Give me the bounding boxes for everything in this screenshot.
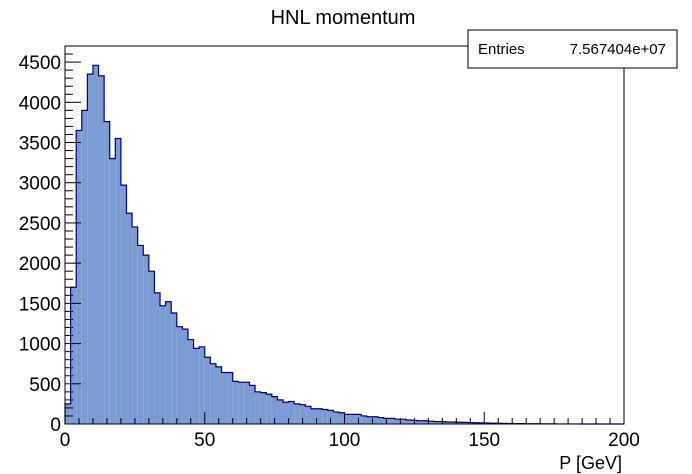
histogram-bin xyxy=(204,357,211,424)
x-axis-title: P [GeV] xyxy=(559,453,622,473)
histogram-bin xyxy=(327,410,334,424)
x-tick-label: 0 xyxy=(60,430,71,451)
y-tick-label: 3000 xyxy=(19,174,61,195)
histogram-bin xyxy=(405,419,412,424)
histogram-bin xyxy=(215,366,222,424)
histogram-bin xyxy=(160,305,166,424)
histogram-bin xyxy=(422,420,429,424)
histogram-bin xyxy=(288,401,295,424)
histogram-bin xyxy=(266,394,272,424)
histogram-bin xyxy=(255,391,261,424)
histogram-bin xyxy=(372,416,379,424)
histogram-bin xyxy=(428,421,434,424)
histogram-bin xyxy=(98,75,105,424)
histogram-bin xyxy=(227,372,233,424)
histogram-bin xyxy=(400,419,406,424)
histogram-bin xyxy=(310,408,317,424)
histogram-bin xyxy=(221,372,228,424)
histogram-bin xyxy=(333,411,339,424)
histogram-outline xyxy=(64,64,624,425)
histogram-bin xyxy=(378,417,384,424)
axis-ticks xyxy=(64,45,625,425)
histogram-bin xyxy=(450,421,457,424)
histogram-bin xyxy=(277,399,284,424)
histogram-bin xyxy=(238,382,244,424)
histogram-bin xyxy=(148,271,155,424)
histogram-bin xyxy=(115,138,121,424)
histogram-bin xyxy=(294,403,300,424)
axis-tick-labels: 0 50 100 150 2000500100015002000250030003500… xyxy=(19,53,640,451)
histogram-bin xyxy=(243,382,250,424)
histogram-bin xyxy=(344,414,351,424)
x-tick-label: 150 xyxy=(468,430,500,451)
x-tick-label: 100 xyxy=(329,430,361,451)
histogram-bin xyxy=(76,130,82,424)
chart-title: HNL momentum xyxy=(271,7,416,29)
stats-box-frame xyxy=(467,29,678,69)
histogram-bin xyxy=(210,363,216,424)
stats-entries-value: 7.567404e+07 xyxy=(570,41,666,58)
histogram-bin xyxy=(182,329,188,424)
histogram-bin xyxy=(143,255,149,424)
histogram-bin xyxy=(70,287,77,424)
histogram-bin xyxy=(417,420,423,424)
histogram-bin xyxy=(350,414,356,424)
stats-box: Entries 7.567404e+07 xyxy=(467,29,678,69)
histogram-bars xyxy=(64,64,624,425)
histogram-bin xyxy=(473,422,479,424)
y-tick-label: 3500 xyxy=(19,134,61,155)
histogram-bin xyxy=(87,74,93,425)
y-tick-label: 4000 xyxy=(19,93,61,114)
histogram-bin xyxy=(316,408,323,424)
histogram-bin xyxy=(193,348,200,424)
histogram-bin xyxy=(120,185,127,424)
y-tick-label: 2000 xyxy=(19,254,61,275)
histogram-bin xyxy=(338,412,345,424)
histogram-bin xyxy=(461,422,468,424)
histogram-bin xyxy=(260,392,267,424)
stats-entries-label: Entries xyxy=(478,41,525,58)
x-tick-label: 200 xyxy=(608,430,640,451)
histogram-bin xyxy=(456,422,462,424)
histogram-bin xyxy=(394,419,401,424)
y-tick-label: 4500 xyxy=(19,53,61,74)
histogram-bin xyxy=(65,403,71,424)
histogram-bin xyxy=(165,301,172,424)
histogram-bin xyxy=(322,409,328,424)
histogram-bin xyxy=(445,421,451,424)
histogram-bin xyxy=(433,421,440,424)
y-tick-label: 1000 xyxy=(19,335,61,356)
histogram-bin xyxy=(389,418,395,424)
histogram-bin xyxy=(104,121,110,424)
y-tick-label: 1500 xyxy=(19,294,61,315)
histogram-bin xyxy=(249,385,256,424)
y-tick-label: 0 xyxy=(50,415,61,436)
histogram-bin xyxy=(132,226,138,424)
histogram-bin xyxy=(366,416,373,424)
histogram-bin xyxy=(232,381,239,424)
histogram-bin xyxy=(154,292,161,424)
histogram-bin xyxy=(361,415,367,424)
histogram-bin xyxy=(271,396,278,424)
histogram-bin xyxy=(176,326,183,424)
histogram-bin xyxy=(283,402,289,424)
histogram-bin xyxy=(171,313,177,424)
histogram-bin xyxy=(299,404,306,424)
histogram-bin xyxy=(199,346,205,424)
histogram-bin xyxy=(81,110,88,424)
histogram-bin xyxy=(305,406,311,424)
histogram-bin xyxy=(137,245,144,424)
histogram-bin xyxy=(92,65,99,424)
x-tick-label: 50 xyxy=(194,430,215,451)
y-tick-label: 2500 xyxy=(19,214,61,235)
histogram-bin xyxy=(109,158,116,424)
histogram-bin xyxy=(187,339,194,424)
y-tick-label: 500 xyxy=(29,375,61,396)
histogram-bin xyxy=(126,213,133,424)
